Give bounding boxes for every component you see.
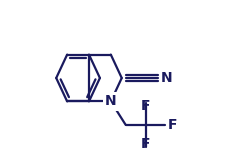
Text: F: F xyxy=(141,136,151,151)
Text: N: N xyxy=(161,71,173,85)
Text: F: F xyxy=(168,118,178,132)
Text: F: F xyxy=(141,99,151,113)
Text: N: N xyxy=(105,94,117,108)
